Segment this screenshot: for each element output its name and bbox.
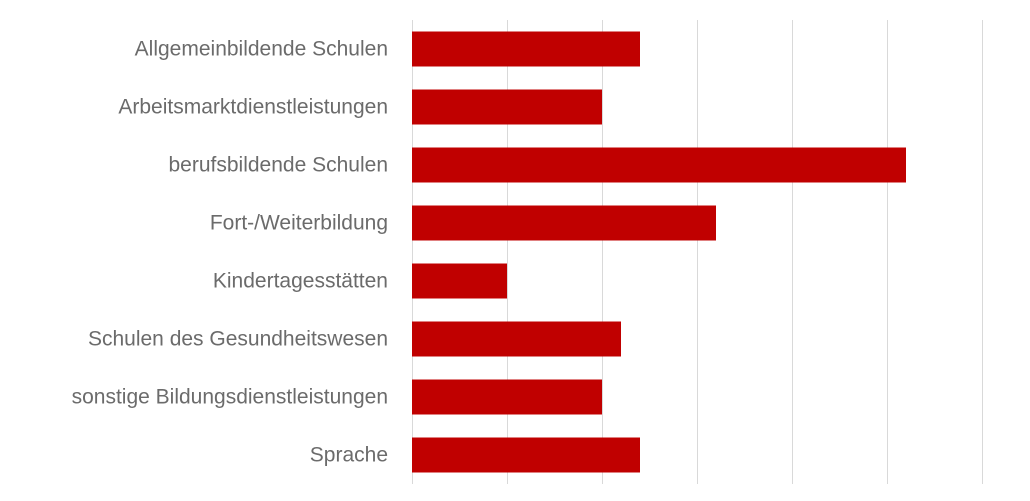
category-label: berufsbildende Schulen [169,154,389,177]
bar [412,379,602,415]
category-label: Allgemeinbildende Schulen [135,38,388,61]
category-label: Schulen des Gesundheitswesen [88,328,388,351]
category-label: Sprache [310,444,388,467]
bar [412,437,640,473]
category-labels: Allgemeinbildende Schulen Arbeitsmarktdie… [72,38,388,467]
bars [412,31,906,473]
bar [412,89,602,125]
bar [412,205,716,241]
bar [412,147,906,183]
bar [412,321,621,357]
bar [412,31,640,67]
bar [412,263,507,299]
category-label: Arbeitsmarktdienstleistungen [118,96,388,119]
category-label: Kindertagesstätten [213,270,388,293]
category-label: Fort-/Weiterbildung [210,212,388,235]
category-label: sonstige Bildungsdienstleistungen [72,386,388,409]
